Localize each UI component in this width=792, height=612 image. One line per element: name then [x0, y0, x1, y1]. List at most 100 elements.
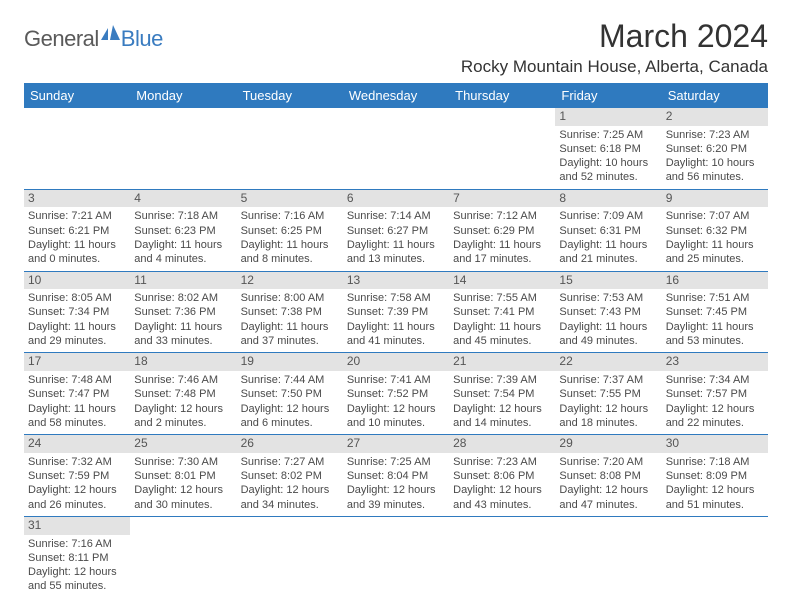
- calendar-cell: 8Sunrise: 7:09 AMSunset: 6:31 PMDaylight…: [555, 189, 661, 271]
- sunset-line: Sunset: 7:34 PM: [28, 305, 126, 319]
- sunrise-line: Sunrise: 7:44 AM: [241, 373, 339, 387]
- sunset-line: Sunset: 8:06 PM: [453, 469, 551, 483]
- sunset-line: Sunset: 7:41 PM: [453, 305, 551, 319]
- calendar-cell: 24Sunrise: 7:32 AMSunset: 7:59 PMDayligh…: [24, 435, 130, 517]
- sunrise-line: Sunrise: 7:07 AM: [666, 209, 764, 223]
- sunrise-line: Sunrise: 7:30 AM: [134, 455, 232, 469]
- day-number: 31: [24, 517, 130, 535]
- day-number: 20: [343, 353, 449, 371]
- weekday-header: Monday: [130, 83, 236, 108]
- daylight-line: Daylight: 11 hours and 58 minutes.: [28, 402, 126, 431]
- weekday-header: Tuesday: [237, 83, 343, 108]
- sunrise-line: Sunrise: 7:37 AM: [559, 373, 657, 387]
- calendar-cell: 14Sunrise: 7:55 AMSunset: 7:41 PMDayligh…: [449, 271, 555, 353]
- sunrise-line: Sunrise: 7:41 AM: [347, 373, 445, 387]
- calendar-cell: 29Sunrise: 7:20 AMSunset: 8:08 PMDayligh…: [555, 435, 661, 517]
- calendar-cell: 11Sunrise: 8:02 AMSunset: 7:36 PMDayligh…: [130, 271, 236, 353]
- calendar-cell: 18Sunrise: 7:46 AMSunset: 7:48 PMDayligh…: [130, 353, 236, 435]
- weekday-header: Thursday: [449, 83, 555, 108]
- calendar-cell: 5Sunrise: 7:16 AMSunset: 6:25 PMDaylight…: [237, 189, 343, 271]
- calendar-cell: [237, 108, 343, 189]
- daylight-line: Daylight: 12 hours and 14 minutes.: [453, 402, 551, 431]
- sunrise-line: Sunrise: 7:58 AM: [347, 291, 445, 305]
- day-number: 18: [130, 353, 236, 371]
- calendar-cell: [24, 108, 130, 189]
- calendar-cell: [662, 516, 768, 597]
- calendar-cell: 9Sunrise: 7:07 AMSunset: 6:32 PMDaylight…: [662, 189, 768, 271]
- daylight-line: Daylight: 11 hours and 4 minutes.: [134, 238, 232, 267]
- calendar-cell: 6Sunrise: 7:14 AMSunset: 6:27 PMDaylight…: [343, 189, 449, 271]
- sunset-line: Sunset: 6:20 PM: [666, 142, 764, 156]
- calendar-cell: 3Sunrise: 7:21 AMSunset: 6:21 PMDaylight…: [24, 189, 130, 271]
- calendar-cell: 27Sunrise: 7:25 AMSunset: 8:04 PMDayligh…: [343, 435, 449, 517]
- calendar-cell: [343, 516, 449, 597]
- day-number: 14: [449, 272, 555, 290]
- sunrise-line: Sunrise: 7:20 AM: [559, 455, 657, 469]
- sunset-line: Sunset: 6:29 PM: [453, 224, 551, 238]
- day-number: 5: [237, 190, 343, 208]
- sunset-line: Sunset: 8:09 PM: [666, 469, 764, 483]
- daylight-line: Daylight: 12 hours and 39 minutes.: [347, 483, 445, 512]
- daylight-line: Daylight: 12 hours and 47 minutes.: [559, 483, 657, 512]
- sunset-line: Sunset: 7:43 PM: [559, 305, 657, 319]
- day-number: 9: [662, 190, 768, 208]
- calendar-cell: [449, 108, 555, 189]
- sunrise-line: Sunrise: 8:05 AM: [28, 291, 126, 305]
- day-number: 16: [662, 272, 768, 290]
- daylight-line: Daylight: 11 hours and 8 minutes.: [241, 238, 339, 267]
- sunrise-line: Sunrise: 7:39 AM: [453, 373, 551, 387]
- sunset-line: Sunset: 7:45 PM: [666, 305, 764, 319]
- sunset-line: Sunset: 8:04 PM: [347, 469, 445, 483]
- title-block: March 2024 Rocky Mountain House, Alberta…: [461, 18, 768, 77]
- calendar-cell: [130, 516, 236, 597]
- logo: General Blue: [24, 26, 163, 52]
- daylight-line: Daylight: 11 hours and 13 minutes.: [347, 238, 445, 267]
- daylight-line: Daylight: 12 hours and 2 minutes.: [134, 402, 232, 431]
- sunrise-line: Sunrise: 7:46 AM: [134, 373, 232, 387]
- daylight-line: Daylight: 12 hours and 18 minutes.: [559, 402, 657, 431]
- logo-text-general: General: [24, 26, 99, 52]
- sunset-line: Sunset: 7:36 PM: [134, 305, 232, 319]
- day-number: 13: [343, 272, 449, 290]
- sunrise-line: Sunrise: 7:18 AM: [666, 455, 764, 469]
- daylight-line: Daylight: 12 hours and 51 minutes.: [666, 483, 764, 512]
- sunset-line: Sunset: 6:23 PM: [134, 224, 232, 238]
- sunrise-line: Sunrise: 7:09 AM: [559, 209, 657, 223]
- sunrise-line: Sunrise: 8:00 AM: [241, 291, 339, 305]
- daylight-line: Daylight: 12 hours and 10 minutes.: [347, 402, 445, 431]
- daylight-line: Daylight: 11 hours and 37 minutes.: [241, 320, 339, 349]
- calendar-cell: 12Sunrise: 8:00 AMSunset: 7:38 PMDayligh…: [237, 271, 343, 353]
- daylight-line: Daylight: 11 hours and 25 minutes.: [666, 238, 764, 267]
- daylight-line: Daylight: 12 hours and 6 minutes.: [241, 402, 339, 431]
- sunset-line: Sunset: 6:25 PM: [241, 224, 339, 238]
- day-number: 25: [130, 435, 236, 453]
- calendar-cell: 10Sunrise: 8:05 AMSunset: 7:34 PMDayligh…: [24, 271, 130, 353]
- sunrise-line: Sunrise: 7:18 AM: [134, 209, 232, 223]
- day-number: 28: [449, 435, 555, 453]
- sunset-line: Sunset: 6:27 PM: [347, 224, 445, 238]
- daylight-line: Daylight: 11 hours and 45 minutes.: [453, 320, 551, 349]
- day-number: 22: [555, 353, 661, 371]
- sunrise-line: Sunrise: 7:23 AM: [453, 455, 551, 469]
- day-number: 19: [237, 353, 343, 371]
- calendar-cell: [555, 516, 661, 597]
- day-number: 26: [237, 435, 343, 453]
- sunset-line: Sunset: 6:18 PM: [559, 142, 657, 156]
- day-number: 12: [237, 272, 343, 290]
- daylight-line: Daylight: 11 hours and 41 minutes.: [347, 320, 445, 349]
- daylight-line: Daylight: 11 hours and 49 minutes.: [559, 320, 657, 349]
- day-number: 24: [24, 435, 130, 453]
- sunset-line: Sunset: 8:08 PM: [559, 469, 657, 483]
- sunrise-line: Sunrise: 7:27 AM: [241, 455, 339, 469]
- sunrise-line: Sunrise: 7:25 AM: [559, 128, 657, 142]
- weekday-header: Friday: [555, 83, 661, 108]
- calendar-cell: 21Sunrise: 7:39 AMSunset: 7:54 PMDayligh…: [449, 353, 555, 435]
- sunrise-line: Sunrise: 7:55 AM: [453, 291, 551, 305]
- calendar-cell: [237, 516, 343, 597]
- calendar-body: 1Sunrise: 7:25 AMSunset: 6:18 PMDaylight…: [24, 108, 768, 598]
- calendar-cell: 2Sunrise: 7:23 AMSunset: 6:20 PMDaylight…: [662, 108, 768, 189]
- logo-text-blue: Blue: [121, 26, 163, 52]
- sunrise-line: Sunrise: 7:14 AM: [347, 209, 445, 223]
- day-number: 17: [24, 353, 130, 371]
- sunset-line: Sunset: 7:54 PM: [453, 387, 551, 401]
